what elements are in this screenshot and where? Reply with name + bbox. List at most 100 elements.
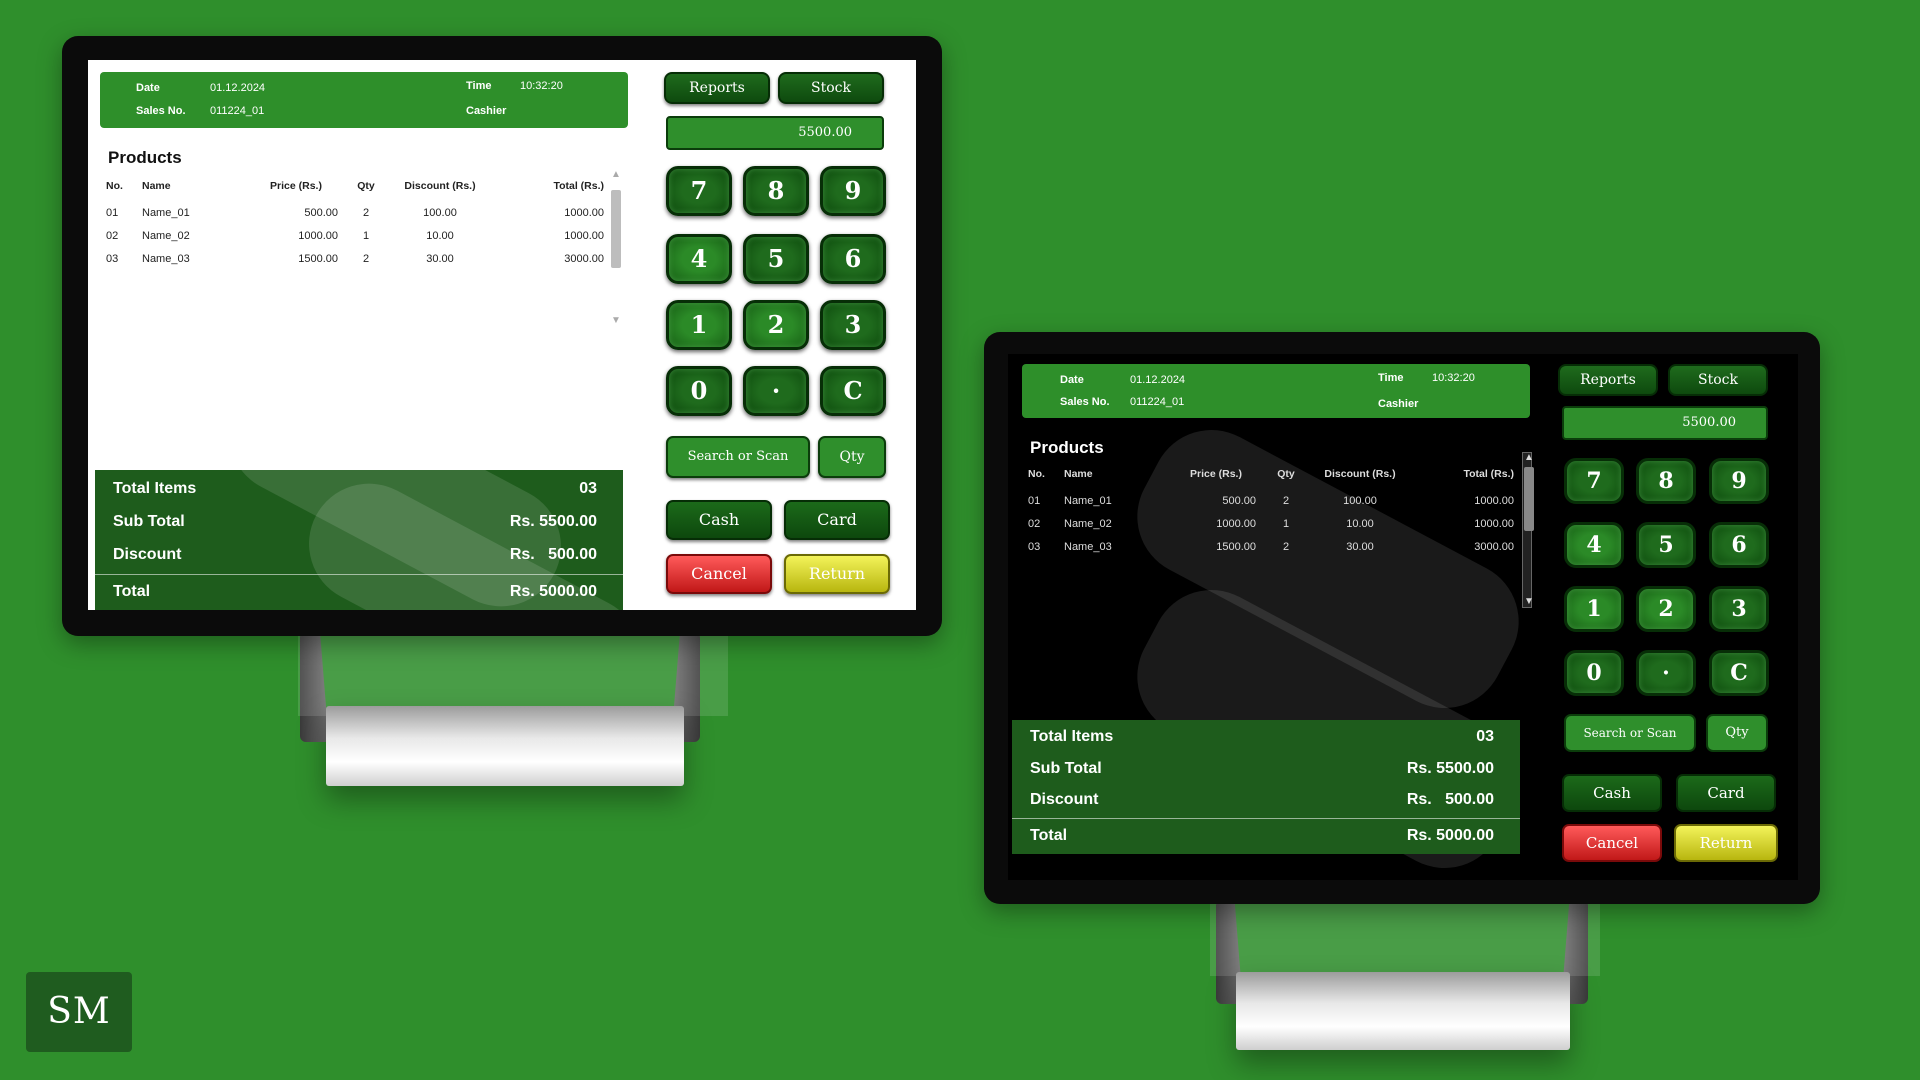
cash-button[interactable]: Cash [666,500,772,540]
search-or-scan-button[interactable]: Search or Scan [666,436,810,478]
grand-total-row: Total Rs. 5000.00 [1012,818,1520,850]
col-no: No. [106,180,123,192]
cell-no: 01 [1028,495,1041,507]
key-6[interactable]: 6 [820,234,886,284]
cell-price: 500.00 [1222,495,1256,507]
col-name: Name [142,180,171,192]
products-scrollbar[interactable]: ▲ ▼ [610,169,621,326]
scroll-thumb[interactable] [1524,467,1534,531]
key-4[interactable]: 4 [1564,522,1624,568]
discount-row: Discount Rs. 500.00 [1012,783,1520,815]
col-total: Total (Rs.) [1463,468,1514,480]
return-button[interactable]: Return [784,554,890,594]
subtotal-label: Sub Total [113,513,185,530]
scroll-up-icon[interactable]: ▲ [611,169,621,180]
cell-discount: 100.00 [1343,495,1377,507]
key-7[interactable]: 7 [666,166,732,216]
card-button[interactable]: Card [784,500,890,540]
scroll-down-icon[interactable]: ▼ [611,315,621,326]
key-5[interactable]: 5 [743,234,809,284]
amount-display: 5500.00 [666,116,884,150]
scroll-up-icon[interactable]: ▲ [1524,452,1534,463]
stock-button[interactable]: Stock [778,72,884,104]
discount-value: Rs. 500.00 [509,546,597,563]
col-no: No. [1028,468,1045,480]
grand-total-label: Total [113,583,151,600]
table-row[interactable]: 02 Name_02 1000.00 1 10.00 1000.00 [1026,513,1516,536]
key-6[interactable]: 6 [1709,522,1769,568]
table-row[interactable]: 01 Name_01 500.00 2 100.00 1000.00 [104,202,606,225]
cell-price: 1500.00 [298,253,338,265]
cell-name: Name_03 [1064,541,1112,553]
key-9[interactable]: 9 [820,166,886,216]
products-scrollbar[interactable]: ▲ ▼ [1522,452,1534,608]
key-1[interactable]: 1 [1564,586,1624,632]
key-5[interactable]: 5 [1636,522,1696,568]
cash-button[interactable]: Cash [1562,774,1662,812]
search-or-scan-button[interactable]: Search or Scan [1564,714,1696,752]
total-items-label: Total Items [113,480,197,497]
table-row[interactable]: 02 Name_02 1000.00 1 10.00 1000.00 [104,225,606,248]
col-name: Name [1064,468,1093,480]
key-8[interactable]: 8 [743,166,809,216]
col-discount: Discount (Rs.) [404,180,476,192]
col-price: Price (Rs.) [1190,468,1242,480]
reports-button[interactable]: Reports [1558,364,1658,396]
table-row[interactable]: 03 Name_03 1500.00 2 30.00 3000.00 [1026,536,1516,559]
key-2[interactable]: 2 [743,300,809,350]
table-row[interactable]: 03 Name_03 1500.00 2 30.00 3000.00 [104,248,606,271]
key-clear[interactable]: C [1709,650,1769,696]
key-0[interactable]: 0 [666,366,732,416]
card-button[interactable]: Card [1676,774,1776,812]
cell-total: 1000.00 [564,230,604,242]
col-qty: Qty [357,180,375,192]
time-value: 10:32:20 [1432,372,1475,384]
cell-name: Name_02 [1064,518,1112,530]
key-1[interactable]: 1 [666,300,732,350]
cell-price: 500.00 [304,207,338,219]
cell-total: 3000.00 [1474,541,1514,553]
total-items-value: 03 [579,480,597,497]
key-8[interactable]: 8 [1636,458,1696,504]
key-7[interactable]: 7 [1564,458,1624,504]
cell-total: 1000.00 [1474,518,1514,530]
products-title: Products [108,148,182,167]
cell-discount: 100.00 [423,207,457,219]
col-discount: Discount (Rs.) [1324,468,1396,480]
subtotal-row: Sub Total Rs. 5500.00 [1012,752,1520,784]
qty-button[interactable]: Qty [818,436,886,478]
products-title: Products [1030,438,1104,457]
stock-button[interactable]: Stock [1668,364,1768,396]
cell-qty: 2 [1282,541,1290,553]
cell-total: 1000.00 [564,207,604,219]
monitor-bezel: Date 01.12.2024 Time 10:32:20 Sales No. … [984,332,1820,904]
sales-no-label: Sales No. [136,105,186,117]
key-2[interactable]: 2 [1636,586,1696,632]
scroll-down-icon[interactable]: ▼ [1524,596,1534,607]
cell-no: 02 [106,230,119,242]
key-9[interactable]: 9 [1709,458,1769,504]
sale-info-header: Date 01.12.2024 Time 10:32:20 Sales No. … [100,72,628,128]
key-decimal[interactable]: · [743,366,809,416]
qty-button[interactable]: Qty [1706,714,1768,752]
key-3[interactable]: 3 [820,300,886,350]
scroll-thumb[interactable] [611,190,621,268]
cell-no: 02 [1028,518,1041,530]
cancel-button[interactable]: Cancel [666,554,772,594]
key-4[interactable]: 4 [666,234,732,284]
subtotal-label: Sub Total [1030,760,1102,777]
cancel-button[interactable]: Cancel [1562,824,1662,862]
stand-reflection [298,636,728,716]
key-0[interactable]: 0 [1564,650,1624,696]
key-3[interactable]: 3 [1709,586,1769,632]
totals-panel: Total Items 03 Sub Total Rs. 5500.00 Dis… [1012,720,1520,854]
cell-total: 1000.00 [1474,495,1514,507]
reports-button[interactable]: Reports [664,72,770,104]
key-decimal[interactable]: · [1636,650,1696,696]
key-clear[interactable]: C [820,366,886,416]
table-row[interactable]: 01 Name_01 500.00 2 100.00 1000.00 [1026,490,1516,513]
sales-no-label: Sales No. [1060,396,1110,408]
date-value: 01.12.2024 [1130,374,1186,386]
col-qty: Qty [1277,468,1295,480]
return-button[interactable]: Return [1674,824,1778,862]
